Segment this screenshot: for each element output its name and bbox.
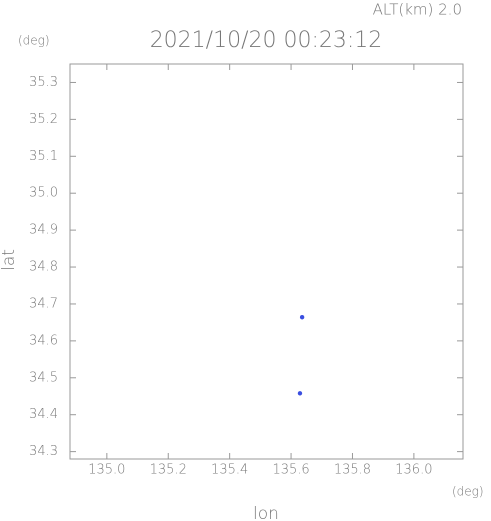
point xyxy=(297,391,303,396)
chart-subtitle: ALT(km) 2.0 xyxy=(373,1,462,19)
y-tick-label: 34.4 xyxy=(29,407,58,422)
point xyxy=(299,315,305,320)
chart-title: 2021/10/20 00:23:12 xyxy=(150,28,383,53)
x-tick-label: 135.4 xyxy=(211,463,248,478)
x-unit: (deg) xyxy=(452,485,484,499)
y-tick-label: 34.8 xyxy=(29,260,58,275)
y-tick-label: 34.6 xyxy=(29,333,58,348)
y-tick-label: 35.1 xyxy=(29,149,58,164)
y-tick-label: 34.7 xyxy=(29,296,58,311)
y-tick-label: 35.2 xyxy=(29,112,58,127)
x-tick-label: 136.0 xyxy=(395,463,432,478)
y-unit: (deg) xyxy=(18,34,50,48)
y-tick-label: 34.3 xyxy=(29,444,58,459)
x-tick-label: 135.2 xyxy=(150,463,187,478)
plot-frame xyxy=(69,63,464,460)
y-tick-label: 35.3 xyxy=(29,75,58,90)
y-tick-label: 35.0 xyxy=(29,186,58,201)
y-tick-label: 34.9 xyxy=(29,223,58,238)
x-tick-label: 135.8 xyxy=(334,463,371,478)
x-tick-label: 135.6 xyxy=(272,463,309,478)
y-axis-label: lat xyxy=(0,249,19,271)
x-tick-label: 135.0 xyxy=(88,463,125,478)
y-tick-label: 34.5 xyxy=(29,370,58,385)
x-axis-label: lon xyxy=(253,504,279,521)
